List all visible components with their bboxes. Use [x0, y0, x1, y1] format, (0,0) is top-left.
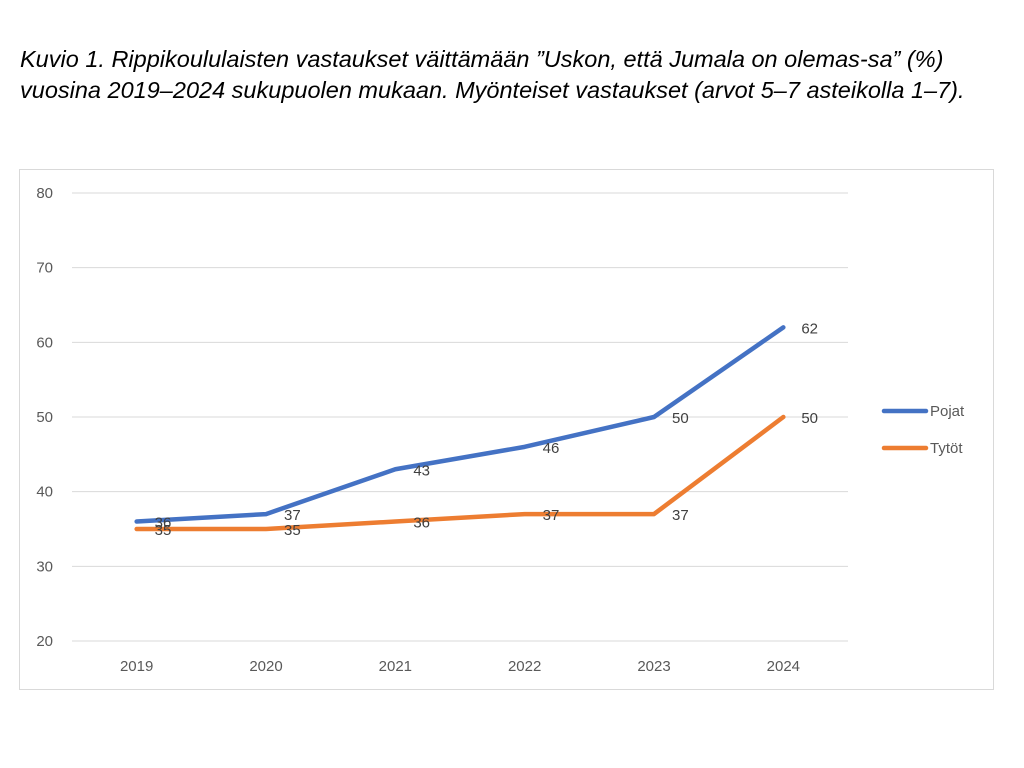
y-axis-tick-labels: 20 30 40 50 60 70 80	[36, 185, 53, 650]
y-tick-label: 70	[36, 260, 53, 277]
y-tick-label: 50	[36, 409, 53, 426]
y-tick-label: 60	[36, 334, 53, 351]
figure-caption: Kuvio 1. Rippikoululaisten vastaukset vä…	[20, 46, 965, 103]
y-tick-label: 30	[36, 558, 53, 575]
legend-label-pojat: Pojat	[930, 403, 965, 420]
data-label-pojat: 36	[155, 515, 172, 532]
y-tick-label: 20	[36, 633, 53, 650]
chart-frame	[19, 169, 994, 690]
data-label-tytöt: 50	[801, 410, 818, 427]
x-tick-label: 2024	[767, 658, 800, 675]
series-line-tytöt	[134, 414, 786, 532]
gridlines	[72, 192, 848, 642]
x-tick-label: 2019	[120, 658, 153, 675]
data-label-pojat: 46	[543, 440, 560, 457]
data-label-tytöt: 37	[672, 507, 689, 524]
x-tick-label: 2023	[637, 658, 670, 675]
series-lines	[134, 325, 786, 532]
data-label-pojat: 37	[284, 507, 301, 524]
legend-label-tytöt: Tytöt	[930, 440, 963, 457]
data-label-tytöt: 36	[413, 515, 430, 532]
x-tick-label: 2021	[379, 658, 412, 675]
data-label-tytöt: 37	[543, 507, 560, 524]
data-label-tytöt: 35	[155, 522, 172, 539]
data-label-pojat: 62	[801, 320, 818, 337]
x-axis-tick-labels: 2019 2020 2021 2022 2023 2024	[120, 658, 800, 675]
series-line-pojat	[134, 325, 786, 524]
y-tick-label: 40	[36, 484, 53, 501]
legend: Pojat Tytöt	[881, 403, 965, 457]
y-tick-label: 80	[36, 185, 53, 202]
x-tick-label: 2020	[249, 658, 282, 675]
data-label-pojat: 50	[672, 410, 689, 427]
x-tick-label: 2022	[508, 658, 541, 675]
data-label-tytöt: 35	[284, 522, 301, 539]
data-label-pojat: 43	[413, 462, 430, 479]
